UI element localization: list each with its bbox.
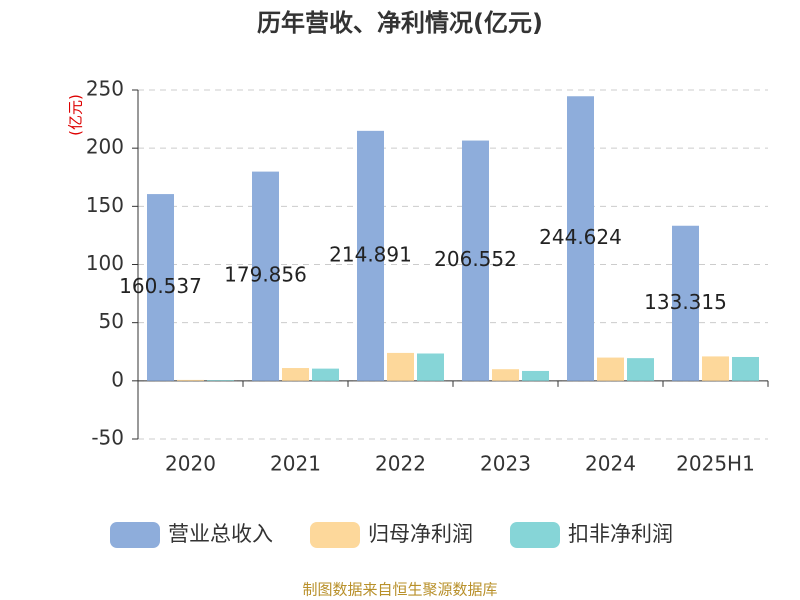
bar	[312, 368, 339, 381]
y-tick-label: 100	[86, 251, 124, 275]
x-tick-label: 2024	[585, 452, 636, 476]
source-note: 制图数据来自恒生聚源数据库	[302, 581, 497, 599]
data-label: 244.624	[539, 225, 622, 249]
x-tick-label: 2020	[165, 452, 216, 476]
bar	[207, 380, 234, 381]
bar	[417, 353, 444, 381]
bar	[177, 379, 204, 381]
y-tick-label: -50	[91, 426, 124, 450]
y-tick-label: 200	[86, 135, 124, 159]
bar	[357, 130, 384, 381]
bar	[567, 96, 594, 381]
bar	[252, 171, 279, 381]
y-tick-label: 250	[86, 77, 124, 101]
x-tick-label: 2022	[375, 452, 426, 476]
y-axis-label: (亿元)	[67, 94, 85, 136]
bar	[522, 370, 549, 381]
bar	[462, 140, 489, 381]
bar	[492, 369, 519, 381]
bar	[597, 357, 624, 381]
data-label: 214.891	[329, 242, 412, 266]
legend-label: 归母净利润	[368, 522, 473, 546]
legend-swatch	[510, 522, 560, 548]
bar	[732, 356, 759, 381]
legend-swatch	[310, 522, 360, 548]
legend-label: 营业总收入	[168, 522, 273, 546]
legend-label: 扣非净利润	[568, 522, 673, 546]
bar	[147, 194, 174, 381]
x-tick-label: 2025H1	[676, 452, 755, 476]
bar	[387, 352, 414, 381]
data-label: 160.537	[119, 274, 202, 298]
chart-title: 历年营收、净利情况(亿元)	[257, 9, 543, 37]
y-tick-label: 150	[86, 193, 124, 217]
x-tick-label: 2021	[270, 452, 321, 476]
bar	[282, 368, 309, 381]
legend-swatch	[110, 522, 160, 548]
x-tick-label: 2023	[480, 452, 531, 476]
bar	[672, 225, 699, 381]
data-label: 206.552	[434, 247, 517, 271]
y-tick-label: 50	[99, 309, 124, 333]
y-tick-label: 0	[111, 367, 124, 391]
data-label: 133.315	[644, 290, 727, 314]
data-label: 179.856	[224, 263, 307, 287]
bar	[702, 356, 729, 381]
bar	[627, 358, 654, 381]
